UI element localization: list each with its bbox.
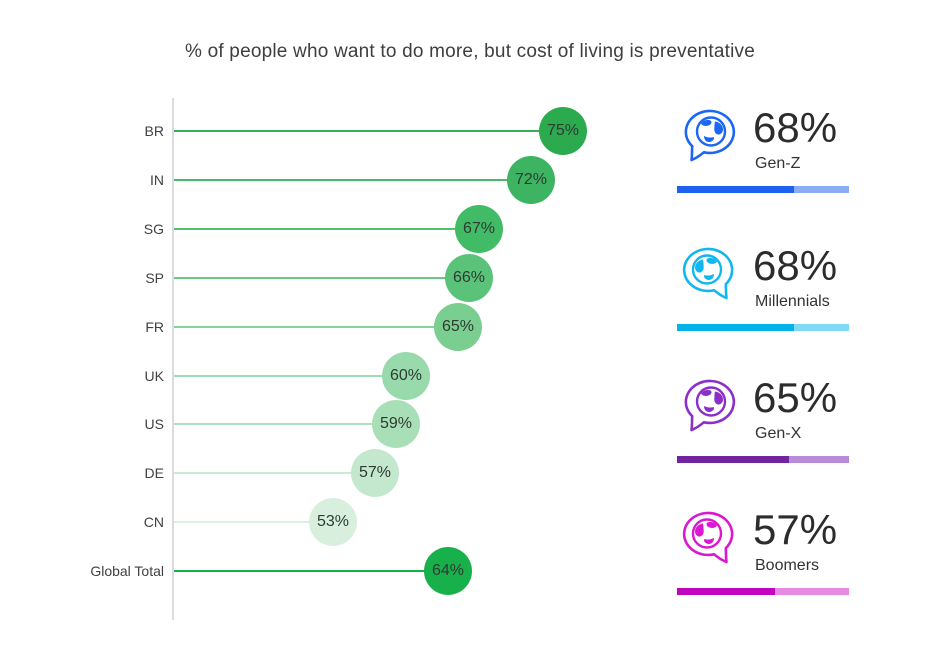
chart-title: % of people who want to do more, but cos… bbox=[185, 41, 755, 62]
generation-stat-block: 65% Gen-X bbox=[677, 374, 849, 466]
category-label: US bbox=[144, 416, 164, 432]
value-dot: 75% bbox=[539, 107, 587, 155]
stem-line bbox=[174, 423, 396, 425]
value-label: 64% bbox=[431, 562, 465, 579]
stat-percentage: 68% bbox=[753, 242, 838, 289]
value-dot: 65% bbox=[434, 303, 482, 351]
category-label: BR bbox=[144, 123, 164, 139]
progress-bar-track bbox=[677, 186, 849, 193]
stem-line bbox=[174, 521, 333, 523]
value-label: 60% bbox=[389, 367, 423, 384]
value-dot: 59% bbox=[372, 400, 420, 448]
speech-bubble-globe-icon bbox=[679, 106, 739, 166]
category-label: SG bbox=[143, 221, 164, 237]
progress-bar-fill bbox=[677, 588, 776, 595]
progress-bar-track bbox=[677, 324, 849, 331]
stem-line bbox=[174, 228, 479, 230]
value-dot: 67% bbox=[455, 205, 503, 253]
generation-stat-block: 57% Boomers bbox=[677, 506, 849, 598]
value-dot: 66% bbox=[445, 254, 493, 302]
value-dot: 57% bbox=[351, 449, 399, 497]
stat-percentage: 57% bbox=[753, 506, 838, 553]
value-dot: 60% bbox=[382, 352, 430, 400]
category-label: IN bbox=[150, 172, 164, 188]
stat-label: Gen-Z bbox=[755, 155, 801, 172]
stem-line bbox=[174, 130, 563, 132]
stem-line bbox=[174, 179, 531, 181]
speech-bubble-globe-icon bbox=[679, 508, 739, 568]
stem-line bbox=[174, 570, 448, 572]
progress-bar-track bbox=[677, 456, 849, 463]
stem-line bbox=[174, 472, 375, 474]
category-label: UK bbox=[144, 368, 164, 384]
stat-percentage: 65% bbox=[753, 374, 838, 421]
speech-bubble-globe-icon bbox=[679, 376, 739, 436]
speech-bubble-globe-icon bbox=[679, 244, 739, 304]
stat-percentage: 68% bbox=[753, 104, 838, 151]
stat-label: Boomers bbox=[755, 557, 820, 574]
stem-line bbox=[174, 375, 406, 377]
category-label: Global Total bbox=[90, 563, 164, 579]
value-dot: 53% bbox=[309, 498, 357, 546]
value-label: 67% bbox=[462, 220, 496, 237]
progress-bar-fill bbox=[677, 324, 794, 331]
value-label: 53% bbox=[316, 513, 350, 530]
progress-bar-track bbox=[677, 588, 849, 595]
progress-bar-fill bbox=[677, 456, 789, 463]
value-dot: 64% bbox=[424, 547, 472, 595]
value-label: 65% bbox=[441, 318, 475, 335]
generation-stat-block: 68% Millennials bbox=[677, 242, 849, 334]
y-axis-line bbox=[172, 98, 174, 620]
category-label: SP bbox=[145, 270, 164, 286]
category-label: DE bbox=[144, 465, 164, 481]
value-dot: 72% bbox=[507, 156, 555, 204]
value-label: 72% bbox=[514, 171, 548, 188]
progress-bar-fill bbox=[677, 186, 794, 193]
value-label: 75% bbox=[546, 122, 580, 139]
stat-label: Gen-X bbox=[755, 425, 802, 442]
value-label: 57% bbox=[358, 464, 392, 481]
category-label: CN bbox=[143, 514, 164, 530]
stem-line bbox=[174, 277, 469, 279]
value-label: 59% bbox=[379, 415, 413, 432]
category-label: FR bbox=[145, 319, 164, 335]
stem-line bbox=[174, 326, 458, 328]
generation-stat-block: 68% Gen-Z bbox=[677, 104, 849, 196]
stat-label: Millennials bbox=[755, 293, 830, 310]
value-label: 66% bbox=[452, 269, 486, 286]
